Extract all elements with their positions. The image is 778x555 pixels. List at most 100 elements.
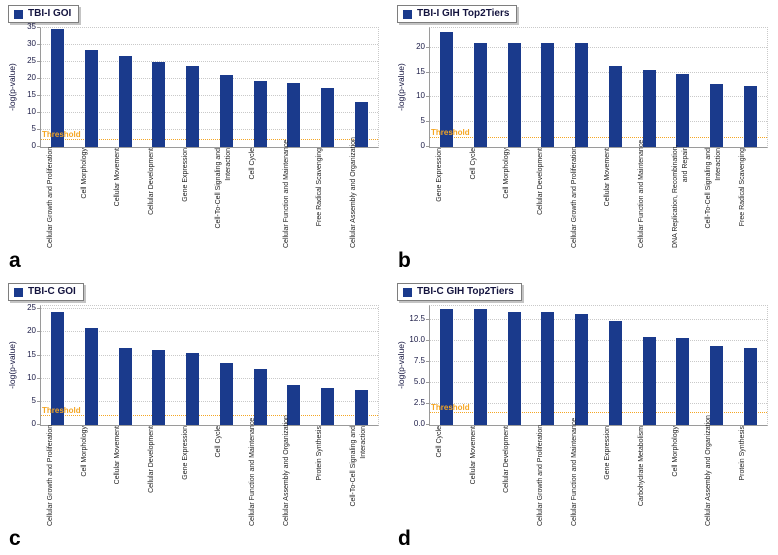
y-tick-label: 25 [27,303,36,313]
bar [608,66,622,147]
x-axis-category-label: Cellular Development [536,148,544,215]
gridline [41,61,378,62]
bar [186,353,200,425]
threshold-line [41,138,378,140]
x-axis-category-label: Cellular Growth and Proliferation [46,424,54,526]
gridline [41,95,378,96]
bar [642,337,656,425]
x-axis-category-label: Cellular Function and Maintenance [570,417,578,526]
bar [541,42,555,147]
x-axis-category-label: Cellular Movement [114,148,122,207]
x-axis-category-label: Gene Expression [181,148,189,202]
bar [541,311,555,425]
x-axis-category-label: Cell-To-Cell Signaling and Interaction [350,426,367,507]
x-axis-category-label: Protein Synthesis [739,426,747,481]
x-axis-category-label: Cell Morphology [503,148,511,199]
y-tick-mark [426,339,429,341]
x-axis-category-label: Gene Expression [181,426,189,480]
bar [320,87,334,147]
x-axis-category-label: Cell-To-Cell Signaling and Interaction [705,148,722,229]
x-axis-category-label: Gene Expression [435,148,443,202]
y-tick-label: 7.5 [413,355,425,365]
x-axis-category-label: Cell Cycle [435,426,443,458]
x-axis-category-label: DNA Replication, Recombination, and Repa… [671,144,689,249]
y-tick-label: 2.5 [413,397,425,407]
y-tick-mark [37,354,40,356]
threshold-label: Threshold [431,127,470,137]
y-tick-label: 10 [27,372,36,382]
bar [709,345,723,425]
legend-label: TBI-C GIH Top2Tiers [417,286,514,297]
gridline [41,400,378,402]
bar [507,311,521,425]
bar [219,362,233,425]
gridline [430,71,767,73]
plot-area: Threshold [429,27,768,148]
y-tick-label: 15 [27,349,36,359]
bar [354,390,368,425]
x-axis-category-label: Free Radical Scavenging [316,148,324,227]
legend-swatch-icon [14,287,23,297]
gridline [41,44,378,45]
gridline [41,129,378,130]
x-axis-category-label: Cellular Development [147,148,155,215]
y-tick-label: 15 [416,66,425,76]
y-tick-mark [37,129,40,130]
panel-letter: a [9,249,21,272]
gridline [430,339,767,341]
threshold-label: Threshold [42,406,81,416]
gridline [430,318,767,320]
y-tick-mark [37,44,40,45]
bar [51,312,65,425]
y-tick-mark [37,112,40,113]
y-tick-mark [37,400,40,402]
y-axis-title: -log(p-value) [7,63,17,111]
x-axis-category-label: Free Radical Scavenging [739,148,747,227]
y-tick-mark [426,360,429,362]
bar [709,83,723,147]
x-axis-category-label: Cellular Function and Maintenance [282,139,290,248]
bar [575,314,589,425]
y-tick-mark [37,308,40,310]
panel-letter: b [398,249,411,272]
y-tick-mark [426,402,429,404]
y-tick-mark [37,95,40,96]
gridline [41,331,378,333]
y-tick-mark [37,61,40,62]
x-axis-category-label: Cellular Movement [114,426,122,485]
x-axis-category-label: Cellular Development [503,426,511,493]
bar [219,74,233,147]
y-tick-label: 5 [420,116,425,126]
y-tick-mark [426,71,429,73]
bar [354,102,368,147]
panel-c: TBI-C GOI -log(p-value) Threshold c 0 5 10… [0,278,389,555]
x-axis-category-label: Cellular Growth and Proliferation [46,146,54,248]
y-tick-label: 5 [31,395,36,405]
x-axis-category-label: Carbohydrate Metabolism [638,426,646,507]
legend-swatch-icon [403,9,412,19]
x-axis-category-label: Cell Morphology [80,426,88,477]
bar [320,387,334,425]
y-tick-mark [426,121,429,123]
bar [642,70,656,147]
y-tick-label: 35 [27,22,36,31]
x-axis-category-label: Cellular Growth and Proliferation [536,424,544,526]
y-tick-mark [426,46,429,48]
gridline [41,308,378,310]
y-tick-label: 20 [27,73,36,82]
x-axis-category-label: Protein Synthesis [316,426,324,481]
x-axis-category-label: Cell Morphology [671,426,679,477]
panel-b: TBI-I GIH Top2Tiers -log(p-value) Thresh… [389,0,778,278]
threshold-line [430,412,767,414]
x-axis-category-label: Cell Cycle [249,148,257,180]
x-axis-category-label: Cellular Function and Maintenance [638,139,646,248]
bar [608,321,622,425]
bar [440,308,454,425]
y-tick-label: 10 [27,107,36,116]
y-tick-label: 5.0 [413,376,425,386]
y-tick-mark [37,78,40,79]
y-tick-mark [426,381,429,383]
y-tick-label: 20 [416,41,425,51]
bar [743,348,757,425]
bar [152,62,166,147]
